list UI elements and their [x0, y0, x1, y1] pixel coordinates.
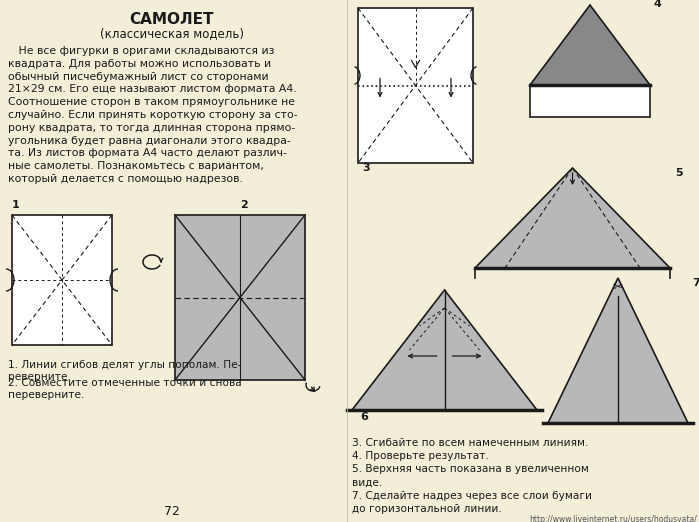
Text: 72: 72: [164, 505, 180, 518]
Text: угольника будет равна диагонали этого квадра-: угольника будет равна диагонали этого кв…: [8, 136, 291, 146]
Polygon shape: [548, 278, 688, 423]
Text: до горизонтальной линии.: до горизонтальной линии.: [352, 504, 502, 514]
Text: 3: 3: [362, 163, 370, 173]
Text: та. Из листов формата А4 часто делают различ-: та. Из листов формата А4 часто делают ра…: [8, 148, 287, 158]
Text: 21×29 см. Его еще называют листом формата А4.: 21×29 см. Его еще называют листом формат…: [8, 85, 296, 94]
Text: ✂: ✂: [613, 281, 624, 294]
Text: 4. Проверьте результат.: 4. Проверьте результат.: [352, 451, 489, 461]
Text: 4: 4: [654, 0, 662, 9]
Text: 7: 7: [692, 278, 699, 288]
Text: который делается с помощью надрезов.: который делается с помощью надрезов.: [8, 174, 243, 184]
Text: случайно. Если принять короткую сторону за сто-: случайно. Если принять короткую сторону …: [8, 110, 298, 120]
Bar: [12, 215, 112, 345]
Text: 1: 1: [12, 200, 20, 210]
Text: виде.: виде.: [352, 478, 382, 488]
Polygon shape: [530, 5, 650, 85]
Bar: [530, 85, 650, 117]
Text: Соотношение сторон в таком прямоугольнике не: Соотношение сторон в таком прямоугольник…: [8, 97, 295, 107]
Text: 1. Линии сгибов делят углы пополам. Пе-
реверните.: 1. Линии сгибов делят углы пополам. Пе- …: [8, 360, 241, 382]
Text: http://www.liveinternet.ru/users/hodusyata/: http://www.liveinternet.ru/users/hodusya…: [529, 515, 697, 522]
Text: 5. Верхняя часть показана в увеличенном: 5. Верхняя часть показана в увеличенном: [352, 465, 589, 474]
Text: ные самолеты. Познакомьтесь с вариантом,: ные самолеты. Познакомьтесь с вариантом,: [8, 161, 264, 171]
Bar: [175, 215, 305, 380]
Polygon shape: [352, 290, 537, 410]
Polygon shape: [475, 168, 670, 268]
Text: (классическая модель): (классическая модель): [100, 27, 244, 40]
Text: рону квадрата, то тогда длинная сторона прямо-: рону квадрата, то тогда длинная сторона …: [8, 123, 295, 133]
Bar: [358, 8, 473, 163]
Text: 3. Сгибайте по всем намеченным линиям.: 3. Сгибайте по всем намеченным линиям.: [352, 438, 589, 448]
Text: 2: 2: [240, 200, 247, 210]
Text: 7. Сделайте надрез через все слои бумаги: 7. Сделайте надрез через все слои бумаги: [352, 491, 592, 501]
Text: квадрата. Для работы можно использовать и: квадрата. Для работы можно использовать …: [8, 59, 271, 69]
Text: САМОЛЕТ: САМОЛЕТ: [130, 12, 215, 27]
Text: Не все фигурки в оригами складываются из: Не все фигурки в оригами складываются из: [8, 46, 275, 56]
Text: обычный писчебумажный лист со сторонами: обычный писчебумажный лист со сторонами: [8, 72, 268, 81]
Text: 5: 5: [675, 168, 683, 178]
Text: 6: 6: [360, 412, 368, 422]
Text: 2. Совместите отмеченные точки и снова
переверните.: 2. Совместите отмеченные точки и снова п…: [8, 378, 242, 400]
